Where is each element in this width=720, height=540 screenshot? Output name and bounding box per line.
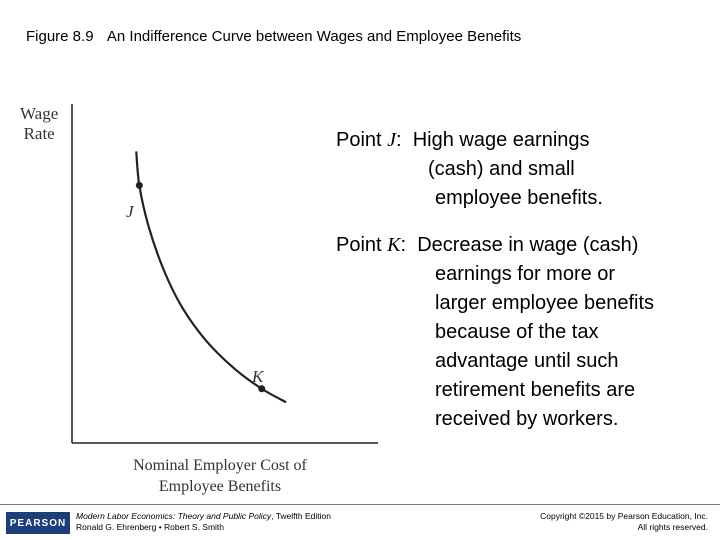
y-axis-label-line-2: Rate [23, 124, 55, 143]
note-j-text-1: High wage earnings [412, 129, 590, 151]
book-authors: Ronald G. Ehrenberg • Robert S. Smith [76, 522, 225, 532]
annotations: Point J: High wage earnings (cash) and s… [336, 126, 716, 452]
book-edition: , Twelfth Edition [271, 511, 331, 521]
note-j-text-3: employee benefits. [435, 187, 603, 209]
y-axis-label: Wage Rate [20, 104, 58, 144]
note-k-text-4: because of the tax [435, 321, 599, 343]
book-title: Modern Labor Economics: Theory and Publi… [76, 511, 272, 521]
note-j-prefix: Point [336, 129, 388, 151]
note-k-text-7: received by workers. [435, 408, 619, 430]
book-citation: Modern Labor Economics: Theory and Publi… [76, 511, 331, 533]
point-k-label: K [252, 367, 264, 386]
note-k-text-3: larger employee benefits [435, 292, 655, 314]
indifference-curve [135, 151, 287, 404]
note-j-colon: : [396, 129, 402, 151]
note-k-text-6: retirement benefits are [435, 379, 636, 401]
note-k-text-2: earnings for more or [435, 263, 616, 285]
copyright: Copyright ©2015 by Pearson Education, In… [540, 511, 708, 533]
note-point-j: Point J: High wage earnings (cash) and s… [336, 126, 716, 213]
copyright-line: Copyright ©2015 by Pearson Education, In… [540, 511, 708, 521]
point-j-label: J [126, 202, 134, 221]
x-axis-label: Nominal Employer Cost of Employee Benefi… [115, 455, 325, 497]
pearson-logo: PEARSON [6, 512, 70, 534]
note-k-colon: : [400, 234, 407, 256]
footer-divider [0, 504, 720, 505]
x-axis-label-line-1: Nominal Employer Cost of [133, 457, 307, 474]
rights-line: All rights reserved. [637, 522, 708, 532]
point-j-marker [135, 181, 143, 189]
note-k-prefix: Point [336, 234, 388, 256]
y-axis-label-line-1: Wage [20, 104, 59, 123]
figure-caption: An Indifference Curve between Wages and … [106, 28, 522, 45]
note-point-k: Point K: Decrease in wage (cash) earning… [336, 231, 716, 434]
x-axis-label-line-2: Employee Benefits [158, 478, 282, 495]
figure-number: Figure 8.9 [26, 28, 94, 45]
note-j-line-1: Point J: High wage earnings [336, 126, 716, 155]
figure-title: Figure 8.9 An Indifference Curve between… [26, 28, 521, 45]
note-k-text-5: advantage until such [435, 350, 619, 372]
note-j-letter: J [387, 129, 397, 151]
note-k-line-1: Point K: Decrease in wage (cash) [336, 231, 716, 260]
note-k-letter: K [387, 234, 401, 256]
note-k-text-1: Decrease in wage (cash) [417, 234, 639, 256]
note-j-text-2: (cash) and small [428, 158, 575, 180]
point-k-marker [258, 385, 266, 393]
